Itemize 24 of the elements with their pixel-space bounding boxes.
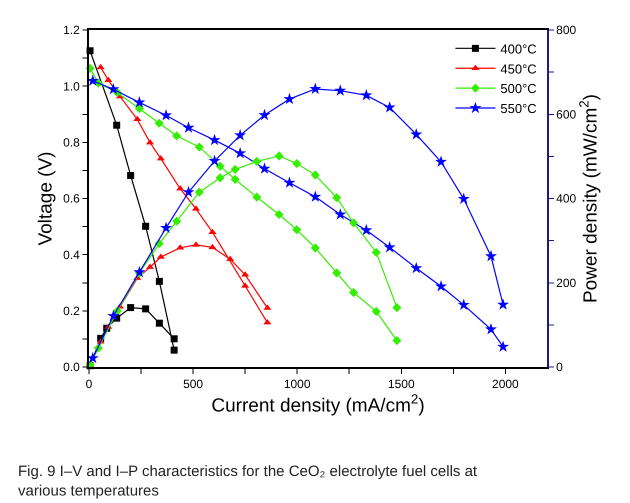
- y-tick-label: 0.0: [63, 360, 80, 374]
- y-tick-label: 0.4: [63, 248, 80, 262]
- x-tick-label: 2000: [492, 377, 520, 392]
- caption: Fig. 9 I–V and I–P characteristics for the CeO₂ electrolyte fuel cells at various temperatures: [18, 463, 478, 500]
- y-tick-label: 0.8: [63, 136, 80, 150]
- y-tick-label: 0.2: [63, 304, 80, 318]
- legend-label: 450°C: [500, 61, 537, 76]
- legend-label: 500°C: [500, 81, 537, 96]
- legend-label: 550°C: [500, 101, 537, 116]
- x-tick-label: 0: [86, 377, 93, 392]
- x-axis-title: Current density (mA/cm$^{2}$): [211, 391, 425, 416]
- y2-tick-label: 800: [556, 23, 576, 38]
- y-tick-label: 1.0: [63, 79, 80, 94]
- y-tick-label: 0.6: [63, 192, 80, 206]
- y2-tick-label: 0: [556, 360, 564, 374]
- x-tick-label: 1000: [284, 377, 311, 392]
- y2-tick-label: 400: [556, 192, 576, 206]
- legend-label: 400°C: [500, 41, 537, 56]
- y2-tick-label: 600: [556, 107, 576, 122]
- y2-tick-label: 200: [556, 276, 576, 290]
- x-tick-label: 500: [183, 377, 204, 392]
- x-tick-label: 1500: [388, 377, 415, 392]
- y-tick-label: 1.2: [63, 23, 80, 38]
- y-axis-title: Voltage (V): [36, 152, 57, 246]
